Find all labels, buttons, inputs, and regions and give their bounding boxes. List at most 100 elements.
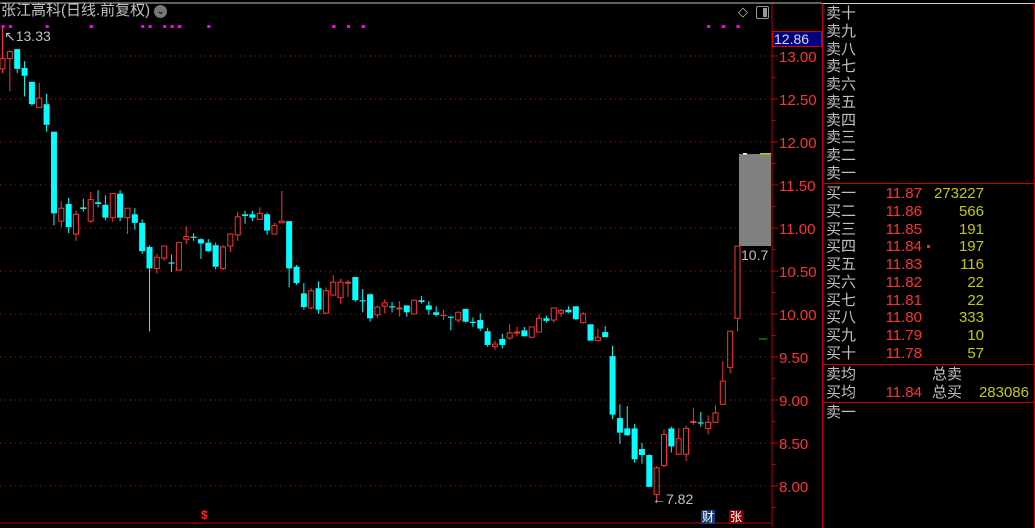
bid-row[interactable]: 买五 11.83 116 xyxy=(826,256,1031,274)
total-bid-volume: 283086 xyxy=(978,384,1029,401)
candle-body xyxy=(521,330,528,337)
candle-body xyxy=(697,422,704,424)
bid-row[interactable]: 买一 11.87 273227 xyxy=(826,185,1031,203)
candle-body xyxy=(491,343,498,348)
ask-row: 卖七 xyxy=(826,58,1031,76)
candle-body xyxy=(580,313,587,324)
event-marker xyxy=(8,25,12,28)
overlay-mark xyxy=(743,153,747,155)
candle-body xyxy=(242,214,249,216)
bid-row[interactable]: 买四 11.84 197 xyxy=(826,238,1031,256)
candle-body xyxy=(550,307,557,321)
bid-label: 买八 xyxy=(826,309,857,327)
bid-row[interactable]: 买三 11.85 191 xyxy=(826,221,1031,239)
bid-price: 11.85 xyxy=(885,220,922,238)
divider xyxy=(823,364,1034,365)
candle-body xyxy=(683,427,690,455)
candle-body xyxy=(396,307,403,310)
bid-price: 11.78 xyxy=(885,344,922,362)
event-marker xyxy=(207,25,211,28)
candle-body xyxy=(87,199,94,222)
panel-toggle-icon[interactable] xyxy=(756,6,769,19)
chevron-down-icon[interactable]: ⌄ xyxy=(154,4,168,18)
candle-body xyxy=(536,317,543,333)
tick-row: 卖一 xyxy=(826,404,1031,422)
bid-row[interactable]: 买九 11.79 10 xyxy=(826,327,1031,345)
candle-body xyxy=(73,213,79,235)
current-price-tag: 12.86 xyxy=(772,31,822,47)
bid-label: 买二 xyxy=(826,202,857,220)
ask-label: 卖七 xyxy=(826,58,857,76)
ask-label: 卖四 xyxy=(826,111,857,129)
event-marker xyxy=(721,25,725,28)
event-marker xyxy=(707,25,711,28)
total-ask-label: 总卖 xyxy=(932,366,963,383)
bid-label: 买七 xyxy=(826,291,857,309)
candle-body xyxy=(153,256,160,269)
event-marker xyxy=(361,25,365,28)
limit-up-badge[interactable]: 张 xyxy=(729,510,743,524)
candle-body xyxy=(80,207,87,210)
y-tick-label: 11.00 xyxy=(779,221,815,238)
bid-row[interactable]: 买十 11.78 57 xyxy=(826,345,1031,363)
chart-title: 张江高科(日线.前复权) ⌄ xyxy=(1,2,168,19)
candle-body xyxy=(95,202,102,204)
candle-body xyxy=(469,321,476,323)
candle-body xyxy=(227,233,234,247)
ask-row: 卖十 xyxy=(826,5,1031,23)
candle-body xyxy=(727,330,734,368)
candle-body xyxy=(293,266,300,284)
high-value: 13.33 xyxy=(15,28,51,44)
bid-volume: 10 xyxy=(967,327,984,344)
candle-body xyxy=(558,310,565,314)
candle-body xyxy=(411,299,418,315)
ask-avg-row: 卖均 总卖 xyxy=(826,366,1031,384)
candle-body xyxy=(602,332,609,338)
bid-row[interactable]: 买八 11.80 333 xyxy=(826,309,1031,327)
finance-badge[interactable]: 财 xyxy=(701,510,715,524)
candle-body xyxy=(352,277,359,301)
bid-price: 11.87 xyxy=(885,185,922,202)
candle-body xyxy=(205,242,212,252)
high-price-label: ↖13.33 xyxy=(4,28,51,44)
bid-row[interactable]: 买七 11.81 22 xyxy=(826,292,1031,310)
candle-body xyxy=(403,305,410,313)
candle-body xyxy=(212,245,219,267)
candle-body xyxy=(646,455,653,487)
candle-body xyxy=(6,51,13,60)
candle-body xyxy=(594,336,601,342)
candle-body xyxy=(65,203,72,228)
event-marker xyxy=(346,25,350,28)
candle-body xyxy=(565,309,572,313)
candle-body xyxy=(381,302,388,307)
y-tick-label: 10.00 xyxy=(779,307,817,324)
bid-avg-row: 买均 11.84 总买 283086 xyxy=(826,384,1031,402)
candle-body xyxy=(21,68,28,76)
ask-row: 卖六 xyxy=(826,76,1031,94)
stock-title: 张江高科(日线.前复权) xyxy=(1,2,151,19)
ask-row: 卖四 xyxy=(826,112,1031,130)
candle-body xyxy=(286,221,293,269)
candle-body xyxy=(234,216,241,236)
ask-row: 卖二 xyxy=(826,147,1031,165)
bid-price: 11.81 xyxy=(885,291,922,309)
low-price-label: ←7.82 xyxy=(652,491,694,507)
candle-body xyxy=(631,428,638,460)
overlay-label: 10.7 xyxy=(741,247,769,263)
diamond-icon[interactable]: ◇ xyxy=(738,4,748,19)
event-marker xyxy=(1,25,5,28)
limit-range-overlay xyxy=(739,154,771,247)
candle-body xyxy=(28,81,35,105)
candle-body xyxy=(0,58,6,70)
bid-row[interactable]: 买二 11.86 566 xyxy=(826,203,1031,221)
dollar-icon[interactable]: $ xyxy=(201,508,208,522)
bid-row[interactable]: 买六 11.82 22 xyxy=(826,274,1031,292)
candlestick-chart[interactable]: 13.00 12.50 12.00 11.50 11.00 10.50 10.00 9.50 9… xyxy=(0,0,822,527)
candle-body xyxy=(712,412,719,423)
candle-body xyxy=(447,316,454,318)
event-marker xyxy=(332,25,336,28)
candle-body xyxy=(477,320,484,329)
candle-body xyxy=(455,311,462,321)
bid-volume: 197 xyxy=(958,238,984,256)
candle-body xyxy=(499,338,506,345)
